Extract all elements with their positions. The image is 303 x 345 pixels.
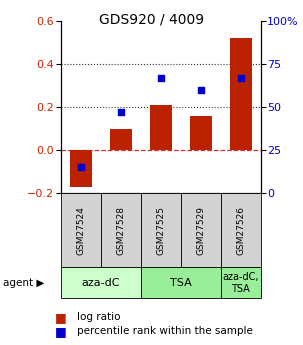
Text: ■: ■ — [55, 325, 66, 338]
Point — [238, 75, 243, 80]
Bar — [150, 105, 171, 150]
Bar — [110, 128, 132, 150]
Text: ■: ■ — [55, 311, 66, 324]
Text: GSM27525: GSM27525 — [156, 206, 165, 255]
Text: aza-dC,
TSA: aza-dC, TSA — [222, 272, 259, 294]
Text: GSM27526: GSM27526 — [236, 206, 245, 255]
Bar — [230, 38, 251, 150]
Bar — [190, 116, 211, 150]
Point — [158, 75, 163, 80]
Bar — [70, 150, 92, 187]
Text: TSA: TSA — [170, 278, 191, 288]
Point — [118, 109, 123, 115]
Text: GSM27529: GSM27529 — [196, 206, 205, 255]
Text: agent ▶: agent ▶ — [3, 278, 45, 288]
Text: GSM27528: GSM27528 — [116, 206, 125, 255]
Text: GSM27524: GSM27524 — [76, 206, 85, 255]
Point — [78, 165, 83, 170]
Text: log ratio: log ratio — [77, 313, 121, 322]
Point — [198, 87, 203, 92]
Text: percentile rank within the sample: percentile rank within the sample — [77, 326, 253, 336]
Text: aza-dC: aza-dC — [81, 278, 120, 288]
Text: GDS920 / 4009: GDS920 / 4009 — [99, 12, 204, 26]
